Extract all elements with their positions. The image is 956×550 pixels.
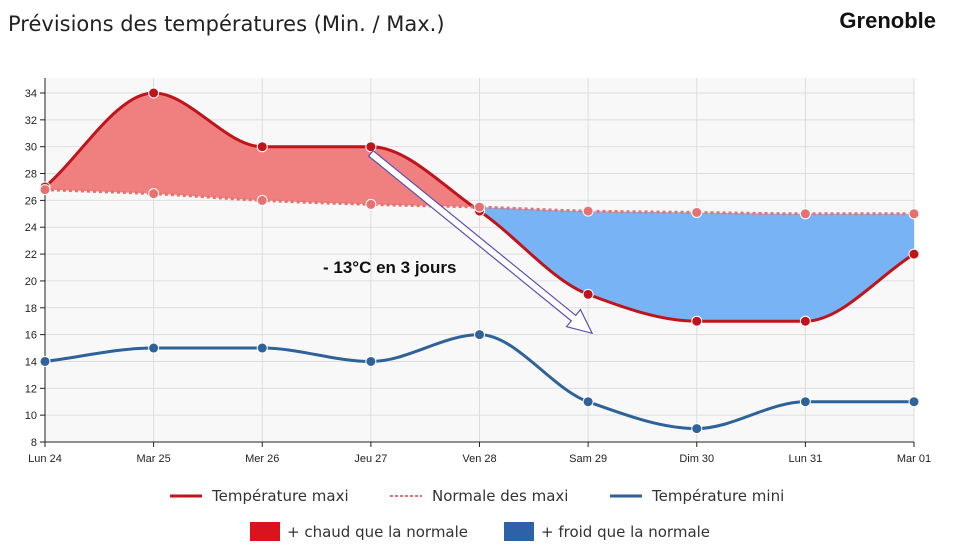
data-point[interactable]: [799, 396, 811, 408]
data-point[interactable]: [365, 355, 377, 367]
colder-area: [45, 189, 914, 322]
data-point[interactable]: [799, 315, 811, 327]
y-tick-label: 30: [25, 142, 37, 154]
y-tick-label: 20: [25, 276, 37, 288]
data-point[interactable]: [148, 188, 160, 200]
legend-label[interactable]: + chaud que la normale: [287, 523, 468, 541]
legend-swatch: [250, 522, 280, 541]
y-tick-label: 34: [25, 88, 37, 100]
data-point[interactable]: [908, 208, 920, 220]
data-point[interactable]: [799, 208, 811, 220]
data-point[interactable]: [148, 342, 160, 354]
legend-swatch: [504, 522, 534, 541]
legend-label[interactable]: Normale des maxi: [432, 487, 568, 505]
data-point[interactable]: [582, 288, 594, 300]
x-tick-label: Mar 25: [137, 453, 171, 465]
data-point[interactable]: [691, 206, 703, 218]
data-point[interactable]: [691, 423, 703, 435]
data-point[interactable]: [39, 355, 51, 367]
x-tick-label: Lun 24: [28, 453, 62, 465]
data-point[interactable]: [908, 396, 920, 408]
y-tick-label: 18: [25, 303, 37, 315]
data-point[interactable]: [365, 198, 377, 210]
y-tick-label: 8: [31, 437, 37, 449]
annotation-text: - 13°C en 3 jours: [323, 258, 456, 277]
data-point[interactable]: [256, 194, 268, 206]
x-tick-label: Sam 29: [569, 453, 607, 465]
y-tick-label: 28: [25, 169, 37, 181]
city-name: Grenoble: [839, 8, 936, 33]
y-tick-label: 22: [25, 249, 37, 261]
legend-label[interactable]: + froid que la normale: [541, 523, 710, 541]
chart-title: Prévisions des températures (Min. / Max.…: [8, 12, 445, 36]
trend-arrow: [367, 149, 594, 335]
data-point[interactable]: [256, 342, 268, 354]
legend-label[interactable]: Température mini: [651, 487, 784, 505]
data-point[interactable]: [148, 87, 160, 99]
x-tick-label: Dim 30: [679, 453, 714, 465]
legend-label[interactable]: Température maxi: [211, 487, 349, 505]
data-point[interactable]: [691, 315, 703, 327]
data-point[interactable]: [39, 184, 51, 196]
y-tick-label: 24: [25, 222, 37, 234]
y-tick-label: 16: [25, 330, 37, 342]
data-point[interactable]: [582, 205, 594, 217]
data-point[interactable]: [474, 329, 485, 341]
data-point[interactable]: [908, 248, 920, 260]
x-tick-label: Mer 26: [245, 453, 279, 465]
data-point[interactable]: [474, 201, 485, 213]
data-point[interactable]: [365, 141, 377, 153]
x-tick-label: Mar 01: [897, 453, 931, 465]
data-point[interactable]: [256, 141, 268, 153]
x-tick-label: Jeu 27: [354, 453, 387, 465]
y-tick-label: 10: [25, 410, 37, 422]
x-tick-label: Lun 31: [789, 453, 823, 465]
y-tick-label: 12: [25, 383, 37, 395]
y-tick-label: 26: [25, 195, 37, 207]
y-tick-label: 14: [25, 356, 37, 368]
y-tick-label: 32: [25, 115, 37, 127]
data-point[interactable]: [582, 396, 594, 408]
x-tick-label: Ven 28: [462, 453, 496, 465]
